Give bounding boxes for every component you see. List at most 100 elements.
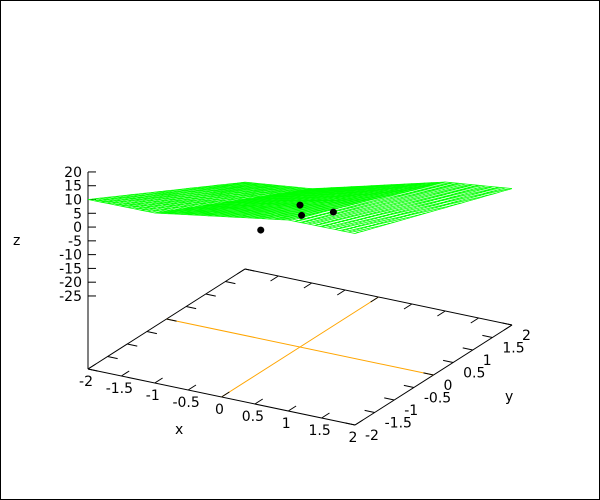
mesh-line-y [288,181,446,221]
mesh-line-x [186,188,454,206]
x-tick [321,412,330,419]
y-tick-label: 1.5 [502,341,524,357]
z-tick-label: -10 [59,248,82,264]
y-tick-mirror [205,293,216,297]
mesh-line-y [341,186,499,232]
y-tick-label: -1.5 [385,416,412,432]
mesh-line-x [237,182,505,192]
axes [87,171,513,426]
mesh-line-x [221,184,489,196]
mesh-line-y [321,184,479,228]
y-tick-mirror [225,281,236,285]
y-tick [423,372,434,376]
x-tick [121,370,130,377]
z-tick-label: 0 [73,220,82,236]
x-tick [87,363,97,370]
x-tick-label: 2 [349,430,358,446]
mesh-line-y [334,186,493,230]
x-tick-mirror [337,289,346,296]
z-tick-label: 20 [64,165,82,181]
x-tick-label: 1 [282,416,291,432]
x-tick-label: -1.5 [106,381,133,397]
z-tick-label: -5 [68,234,82,250]
x-tick-mirror [236,268,246,275]
y-tick-label: -0.5 [424,391,451,407]
x-tick [187,384,197,391]
y-tick-mirror [186,306,197,310]
y-tick-mirror [107,356,118,360]
x-tick-mirror [403,303,413,310]
data-point [329,208,337,216]
x-axis-label: x [175,422,183,438]
y-tick-mirror [166,318,177,322]
x-tick [254,398,263,405]
mesh-line-x [241,182,509,191]
y-tick-label: -1 [404,403,418,419]
mesh-line-x [190,187,458,205]
base-line-y0 [166,318,434,376]
mesh-line-x [174,189,442,210]
y-tick-mirror [244,268,256,272]
x-tick-label: -0.5 [172,395,199,411]
mesh-line-x [217,184,485,197]
x-tick-label: -2 [79,374,93,390]
x-tick-mirror [503,324,513,331]
y-tick-mirror [127,343,138,347]
data-point [296,201,304,209]
mesh-line-y [308,183,466,225]
mesh-line-x [209,185,477,200]
z-tick-label: -25 [59,289,82,305]
mesh-line-y [348,187,506,233]
x-tick-label: 0.5 [242,409,264,425]
x-tick-mirror [303,282,313,289]
y-tick-label: 1 [483,353,492,369]
z-tick-label: -20 [59,275,82,291]
data-point [257,226,265,234]
y-tick-mirror [87,368,99,372]
y-tick-label: -2 [365,428,379,444]
y-tick [364,409,375,413]
y-tick-mirror [146,331,157,335]
mesh-line-x [225,184,493,195]
y-tick-label: 2 [522,328,531,344]
y-tick-label: 0.5 [463,366,485,382]
x-tick [154,377,163,384]
z-tick-label: 10 [64,193,82,209]
mesh-line-y [294,182,452,222]
x-tick-mirror [437,310,446,317]
z-tick-label: 5 [73,206,82,222]
mesh-line-x [201,186,469,202]
x-tick-mirror [470,317,479,324]
mesh-line-x [182,188,450,207]
points [257,201,337,234]
x-tick-mirror [370,296,379,303]
y-tick [462,347,473,351]
x-tick-label: -1 [146,388,160,404]
mesh-line-y [301,182,459,224]
mesh-line-y [314,184,473,226]
data-point [298,211,306,219]
y-tick [443,359,454,363]
mesh-line-x [213,185,481,198]
mesh-line-x [205,186,473,201]
z-tick-label: -15 [59,261,82,277]
mesh-line-x [233,183,501,193]
y-tick [403,384,414,388]
z-axis-label: z [13,233,20,249]
mesh-line-y [354,188,513,234]
x-tick [221,391,230,398]
mesh-line-y [328,185,486,229]
surface-mesh [87,181,513,234]
y-tick [384,397,395,401]
mesh-line-x [229,183,497,194]
mesh-line-x [170,190,438,211]
y-tick [501,322,513,326]
x-tick [287,405,297,412]
y-tick-label: 0 [444,378,453,394]
z-tick-label: 15 [64,179,82,195]
y-tick [344,422,356,426]
x-tick [354,419,364,426]
